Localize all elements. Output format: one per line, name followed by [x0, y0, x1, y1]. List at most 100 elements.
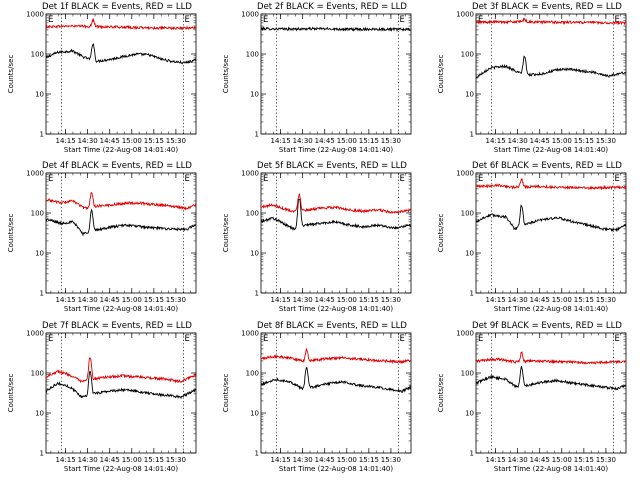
x-tick-label: 15:30 [166, 137, 186, 145]
x-tick-label: 15:15 [359, 296, 379, 304]
panel-det-9: Det 9f BLACK = Events, RED = LLD 1 10 100 10… [437, 321, 627, 473]
y-tick-label: 10 [250, 410, 259, 418]
marker-label: E [400, 174, 405, 184]
y-tick-label: 1000 [26, 170, 44, 178]
x-tick-label: 14:30 [508, 456, 528, 464]
x-axis-label: Start Time (22-Aug-08 14:01:40) [279, 465, 393, 473]
panel-det-7: Det 7f BLACK = Events, RED = LLD 1 10 100 10… [7, 321, 197, 473]
panel-det-6: Det 6f BLACK = Events, RED = LLD 1 10 100 10… [437, 161, 627, 313]
x-tick-label: 15:15 [359, 137, 379, 145]
x-tick-label: 14:15 [486, 137, 506, 145]
panel-title: Det 2f BLACK = Events, RED = LLD [257, 2, 407, 12]
y-axis-label: Counts/sec [222, 55, 230, 94]
x-axis-label: Start Time (22-Aug-08 14:01:40) [494, 465, 608, 473]
x-axis-label: Start Time (22-Aug-08 14:01:40) [279, 305, 393, 313]
x-axis-label: Start Time (22-Aug-08 14:01:40) [64, 305, 178, 313]
marker-label: E [263, 15, 268, 25]
x-tick-label: 14:45 [100, 456, 120, 464]
x-tick-label: 15:30 [596, 296, 616, 304]
panel-title: Det 6f BLACK = Events, RED = LLD [472, 161, 622, 171]
x-tick-label: 15:30 [596, 456, 616, 464]
x-tick-label: 14:45 [315, 456, 335, 464]
x-tick-label: 15:00 [552, 137, 572, 145]
x-tick-label: 15:15 [574, 137, 594, 145]
y-tick-label: 1 [255, 290, 259, 298]
y-tick-label: 1000 [241, 170, 259, 178]
x-tick-label: 15:00 [122, 296, 142, 304]
x-tick-label: 14:45 [315, 137, 335, 145]
y-tick-label: 100 [246, 210, 259, 218]
y-tick-label: 10 [465, 410, 474, 418]
plot-frame [45, 172, 197, 294]
y-tick-label: 1 [470, 450, 474, 458]
marker-label: E [478, 174, 483, 184]
y-axis-label: Counts/sec [437, 55, 445, 94]
y-tick-label: 1 [470, 290, 474, 298]
panel-det-4: Det 4f BLACK = Events, RED = LLD 1 10 100 10… [7, 161, 197, 313]
x-tick-label: 14:15 [56, 456, 76, 464]
marker-label: E [615, 174, 620, 184]
series-line-lld [46, 17, 196, 31]
series-line-events [476, 55, 626, 79]
y-axis-label: Counts/sec [437, 374, 445, 413]
marker-label: E [400, 15, 405, 25]
y-tick-label: 1000 [26, 11, 44, 19]
x-tick-label: 15:15 [574, 296, 594, 304]
marker-label: E [478, 15, 483, 25]
x-tick-label: 15:15 [144, 137, 164, 145]
plot-frame [260, 13, 412, 135]
x-tick-label: 14:30 [78, 137, 98, 145]
marker-label: E [185, 334, 190, 344]
x-axis-label: Start Time (22-Aug-08 14:01:40) [494, 146, 608, 154]
y-tick-label: 1 [255, 131, 259, 139]
y-tick-label: 100 [246, 370, 259, 378]
x-tick-label: 15:15 [359, 456, 379, 464]
y-tick-label: 10 [35, 250, 44, 258]
y-tick-label: 1000 [241, 330, 259, 338]
y-tick-label: 100 [461, 51, 474, 59]
series-line-events [46, 208, 196, 237]
x-tick-label: 15:30 [166, 456, 186, 464]
x-tick-label: 14:45 [530, 296, 550, 304]
panel-title: Det 7f BLACK = Events, RED = LLD [42, 321, 192, 331]
y-tick-label: 1 [470, 131, 474, 139]
y-axis-label: Counts/sec [7, 214, 15, 253]
x-tick-label: 15:15 [144, 456, 164, 464]
y-tick-label: 100 [31, 210, 44, 218]
series-line-lld [261, 193, 411, 215]
x-tick-label: 14:15 [56, 296, 76, 304]
series-line-events [261, 26, 411, 33]
x-tick-label: 15:00 [337, 456, 357, 464]
y-tick-label: 100 [31, 370, 44, 378]
x-tick-label: 14:45 [315, 296, 335, 304]
x-axis-label: Start Time (22-Aug-08 14:01:40) [279, 146, 393, 154]
x-tick-label: 14:30 [78, 456, 98, 464]
series-line-events [476, 365, 626, 391]
x-tick-label: 15:30 [381, 456, 401, 464]
y-tick-label: 1 [255, 450, 259, 458]
panel-det-3: Det 3f BLACK = Events, RED = LLD 1 10 100 10… [437, 2, 627, 154]
y-axis-label: Counts/sec [7, 55, 15, 94]
x-tick-label: 15:00 [552, 456, 572, 464]
panel-title: Det 1f BLACK = Events, RED = LLD [42, 2, 192, 12]
y-tick-label: 10 [35, 410, 44, 418]
x-tick-label: 15:15 [574, 456, 594, 464]
x-tick-label: 14:15 [271, 137, 291, 145]
x-tick-label: 14:45 [100, 137, 120, 145]
x-tick-label: 15:00 [337, 137, 357, 145]
panel-det-1: Det 1f BLACK = Events, RED = LLD 1 10 100 10… [7, 2, 197, 154]
panel-title: Det 8f BLACK = Events, RED = LLD [257, 321, 407, 331]
marker-label: E [263, 174, 268, 184]
x-tick-label: 15:30 [596, 137, 616, 145]
x-axis-label: Start Time (22-Aug-08 14:01:40) [64, 146, 178, 154]
y-tick-label: 100 [461, 370, 474, 378]
panel-title: Det 9f BLACK = Events, RED = LLD [472, 321, 622, 331]
plot-frame [475, 332, 627, 454]
y-tick-label: 1 [40, 450, 44, 458]
x-tick-label: 14:15 [271, 456, 291, 464]
x-tick-label: 14:30 [508, 137, 528, 145]
x-axis-label: Start Time (22-Aug-08 14:01:40) [64, 465, 178, 473]
x-tick-label: 14:15 [486, 456, 506, 464]
y-tick-label: 1000 [456, 330, 474, 338]
series-line-lld [46, 192, 196, 211]
